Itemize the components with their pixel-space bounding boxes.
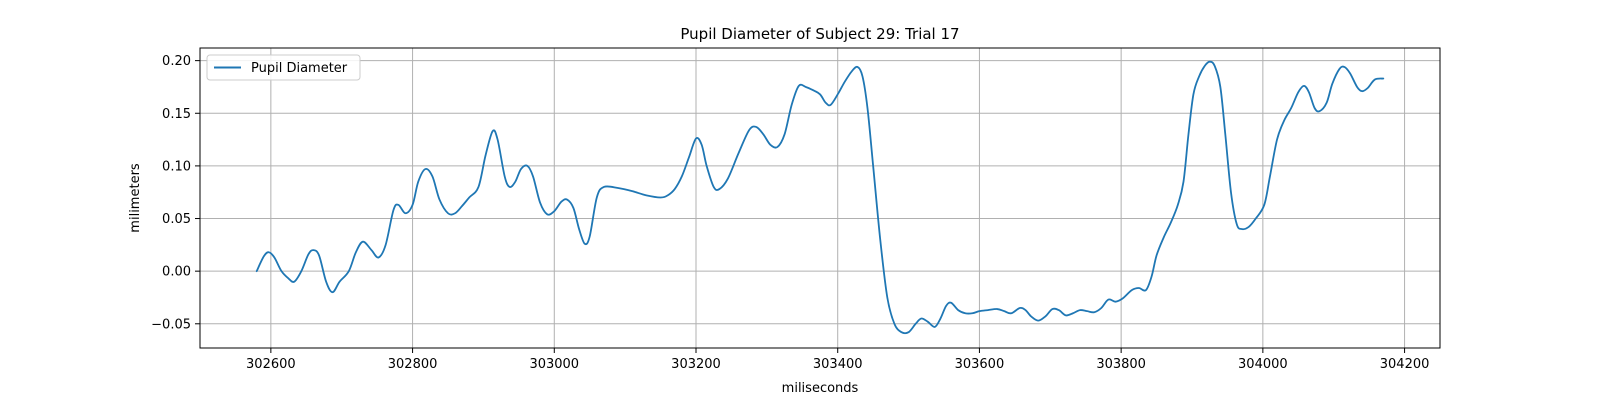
ticks: 302600 302800 303000 303200 303400 303600 3038… — [151, 54, 1429, 372]
y-tick-label: 0.15 — [162, 107, 191, 122]
y-tick-label: 0.05 — [162, 212, 191, 227]
x-tick-label: 303400 — [813, 357, 863, 372]
legend-box — [206, 54, 361, 81]
x-tick-label: 303600 — [955, 357, 1005, 372]
grid — [200, 48, 1440, 348]
x-tick-label: 304200 — [1380, 357, 1430, 372]
y-tick-label: 0.00 — [162, 265, 191, 280]
y-tick-label: −0.05 — [151, 317, 191, 332]
chart-title: Pupil Diameter of Subject 29: Trial 17 — [680, 25, 959, 43]
x-tick-label: 303200 — [671, 357, 721, 372]
plot-frame — [199, 47, 1441, 349]
x-tick-label: 304000 — [1238, 357, 1288, 372]
series-line-0 — [255, 60, 1385, 335]
y-tick-label: 0.10 — [162, 159, 191, 174]
plot-area — [255, 60, 1385, 335]
x-tick-label: 302800 — [388, 357, 438, 372]
x-tick-label: 303800 — [1096, 357, 1146, 372]
legend: Pupil Diameter — [206, 54, 361, 81]
x-tick-label: 302600 — [246, 357, 296, 372]
legend-label: Pupil Diameter — [251, 61, 348, 76]
y-axis-label: milimeters — [128, 163, 143, 233]
y-tick-label: 0.20 — [162, 54, 191, 69]
x-axis-label: miliseconds — [782, 381, 859, 396]
x-tick-label: 303000 — [529, 357, 579, 372]
